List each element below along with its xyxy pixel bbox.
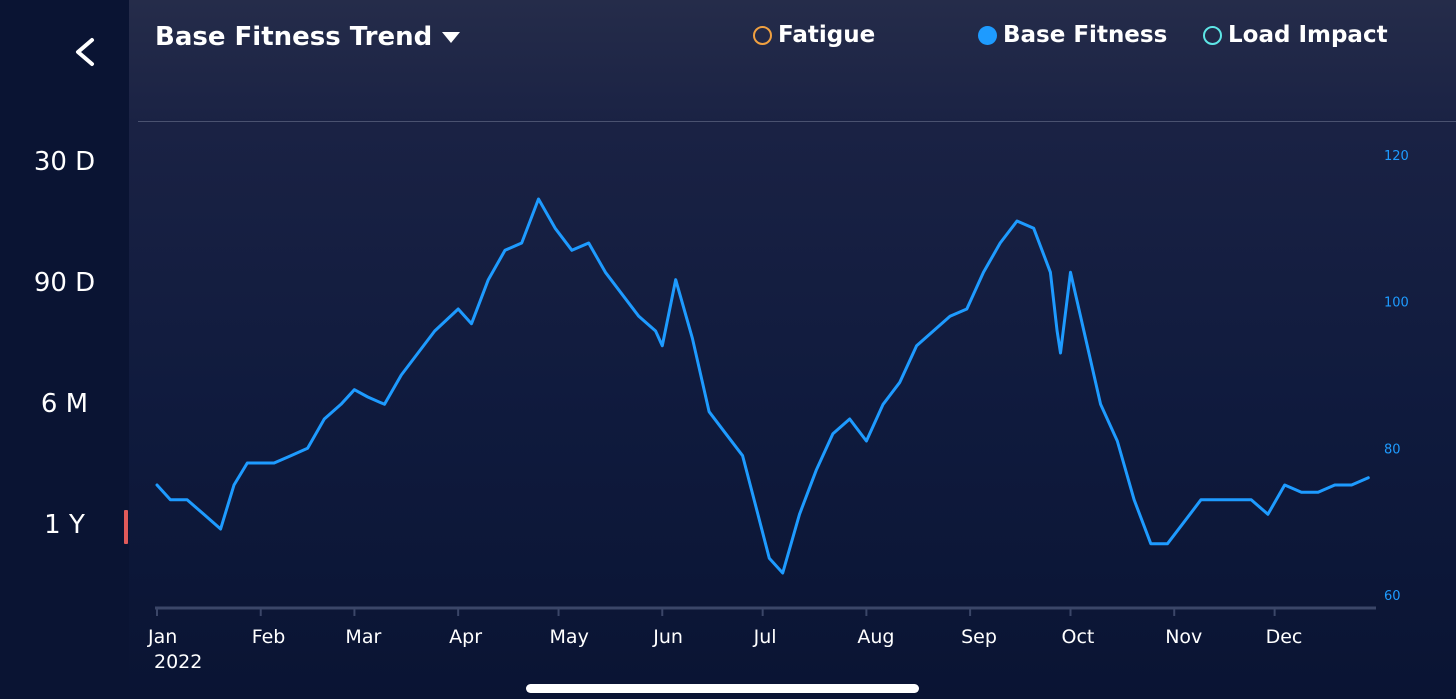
- chart-type-dropdown[interactable]: Base Fitness Trend: [155, 22, 461, 52]
- legend-base-fitness[interactable]: Base Fitness: [978, 22, 1167, 48]
- legend-fatigue[interactable]: Fatigue: [753, 22, 875, 48]
- home-indicator[interactable]: [526, 684, 919, 693]
- x-tick-label: Aug: [857, 626, 894, 648]
- legend-load-impact-dot-icon: [1203, 25, 1222, 45]
- y-tick-label: 80: [1384, 442, 1401, 457]
- x-tick-label: Apr: [449, 626, 482, 648]
- x-tick-label: Feb: [252, 626, 286, 648]
- range-30d[interactable]: 30 D: [33, 147, 96, 177]
- legend-fatigue-dot-icon: [753, 25, 772, 45]
- x-tick-label: Sep: [961, 626, 997, 648]
- legend-base-fitness-dot-icon: [978, 25, 997, 45]
- caret-down-icon: [442, 31, 461, 43]
- x-tick-label: Jul: [753, 626, 777, 648]
- series-line-base-fitness: [155, 197, 1370, 575]
- back-button[interactable]: [64, 30, 108, 74]
- x-tick-label: Mar: [345, 626, 381, 648]
- y-tick-label: 120: [1384, 149, 1409, 164]
- chevron-left-icon: [76, 38, 94, 66]
- x-year-label: 2022: [154, 651, 202, 673]
- range-1y[interactable]: 1 Y: [44, 510, 85, 540]
- x-tick-label: Jan: [147, 626, 177, 648]
- legend-load-impact-label: Load Impact: [1228, 22, 1388, 48]
- x-tick-label: May: [550, 626, 589, 648]
- sidebar: 30 D 90 D 6 M 1 Y: [0, 0, 129, 699]
- x-tick-label: Nov: [1165, 626, 1202, 648]
- x-tick-label: Dec: [1266, 626, 1303, 648]
- chart-panel: Base Fitness Trend Fatigue Base Fitness …: [129, 0, 1456, 699]
- x-tick-label: Jun: [652, 626, 683, 648]
- legend-fatigue-label: Fatigue: [778, 22, 876, 48]
- header-divider: [138, 121, 1456, 122]
- legend-base-fitness-label: Base Fitness: [1003, 22, 1168, 48]
- y-tick-label: 100: [1384, 296, 1409, 311]
- range-90d[interactable]: 90 D: [33, 268, 96, 298]
- legend-load-impact[interactable]: Load Impact: [1203, 22, 1388, 48]
- range-6m[interactable]: 6 M: [40, 389, 89, 419]
- page-title: Base Fitness Trend: [155, 22, 433, 52]
- y-tick-label: 60: [1384, 589, 1401, 604]
- x-tick-label: Oct: [1062, 626, 1095, 648]
- selected-range-marker: [124, 510, 128, 544]
